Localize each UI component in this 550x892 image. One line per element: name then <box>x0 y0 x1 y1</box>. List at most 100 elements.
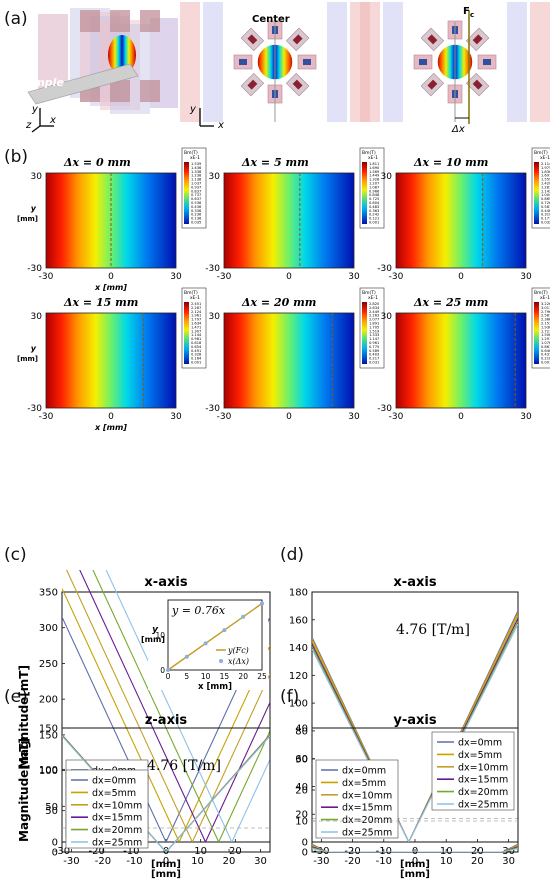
contour-map: Δx = 20 mm -30 0 30 30 -30 Bm(T)xE-12.8202.634… <box>205 287 385 422</box>
y-tick-label: 140 <box>289 643 308 654</box>
colorbar-value: 0.164 <box>191 357 202 361</box>
y-tick-label: 100 <box>39 766 58 777</box>
colorbar-value: 2.451 <box>191 302 201 306</box>
legend-entry: dx=15mm <box>92 813 142 824</box>
inset-xtick: 0 <box>166 672 171 681</box>
side-plate <box>383 2 403 122</box>
colorbar-value: 0.236 <box>191 213 202 217</box>
colorbar-value: 0.775 <box>369 345 379 349</box>
series-line <box>62 588 270 842</box>
map-xtick: -30 <box>39 412 54 422</box>
magnet-pole <box>292 79 303 90</box>
colorbar-exp: xE-1 <box>368 295 378 301</box>
colorbar-value: 0.637 <box>191 197 201 201</box>
axis-y-label: y <box>31 104 39 115</box>
colorbar-value: 1.559 <box>541 178 550 182</box>
dx-label: Δx <box>451 124 465 135</box>
map-xtick: 30 <box>520 272 532 282</box>
map-xtick: 30 <box>520 412 532 422</box>
legend-box <box>431 731 515 811</box>
map-ytick: 30 <box>209 312 221 322</box>
colorbar-value: 1.975 <box>541 166 550 170</box>
x-axis-label: [mm] <box>400 869 430 880</box>
colorbar-value: 1.004 <box>541 193 550 197</box>
contour-map: Δx = 25 mm -30 0 30 30 -30 Bm(T)xE-13.2263.011… <box>377 287 550 422</box>
colorbar-value: 0.966 <box>369 189 380 193</box>
colorbar-value: 1.147 <box>369 337 379 341</box>
fc-sub: c <box>470 11 474 19</box>
map-ytick: 30 <box>209 172 221 182</box>
inset-ylabel-unit: [mm] <box>141 635 165 644</box>
map-ylabel-unit: [mm] <box>17 215 38 223</box>
map-ytick: -30 <box>205 404 220 414</box>
map-ytick: 30 <box>31 312 43 322</box>
magnet-pole <box>239 59 247 65</box>
y-tick-label: 0 <box>302 838 308 849</box>
map-xtick: 30 <box>348 272 360 282</box>
colorbar-value: 0.861 <box>541 345 550 349</box>
magnet-3d <box>110 10 130 32</box>
y-tick-label: 100 <box>39 765 58 776</box>
series-line <box>312 618 518 842</box>
colorbar-value: 1.037 <box>191 182 201 186</box>
colorbar-value: 2.114 <box>541 162 550 166</box>
colorbar-title: Bm(T) <box>184 290 198 296</box>
colorbar-value: 0.483 <box>369 205 379 209</box>
slope-annotation: 4.76 [T/m] <box>147 758 221 774</box>
panel-charts: (c) (d)(e) (f)x-axis050100150200250300350-… <box>4 545 519 880</box>
series-line <box>92 570 270 842</box>
fc-label: F <box>463 6 470 17</box>
inset-legend-entry: y(Fc) <box>227 646 249 655</box>
side-plate <box>507 2 527 122</box>
y-tick-label: 300 <box>39 623 58 634</box>
sample-label: Sample <box>18 76 64 89</box>
plate-3d <box>38 14 68 94</box>
colorbar-title: Bm(T) <box>362 290 376 296</box>
colorbar-value: 0.217 <box>369 357 379 361</box>
chart-title: z-axis <box>145 713 188 728</box>
legend-entry: dx=10mm <box>458 762 508 773</box>
axis-z-arrow <box>31 125 41 133</box>
x-tick-label: 0 <box>412 856 418 867</box>
legend-entry: dx=15mm <box>342 803 392 814</box>
colorbar-value: 0.981 <box>191 337 201 341</box>
colorbar-value: 1.471 <box>191 325 201 329</box>
colorbar-exp: xE-1 <box>540 155 550 161</box>
colorbar-gradient <box>362 302 367 364</box>
legend-entry: dx=10mm <box>342 790 392 801</box>
colorbar-title: Bm(T) <box>184 150 198 156</box>
x-tick-label: 20 <box>471 856 484 867</box>
series-line <box>312 615 518 842</box>
inset-marker <box>241 614 246 619</box>
chart-e: z-axis 0 50 100 150 -30 -20 -10 0 10 20 30 [mm] Magni… <box>17 713 271 880</box>
x-tick-label: -20 <box>344 856 360 867</box>
slope-annotation: 4.76 [T/m] <box>396 622 470 638</box>
y-tick-label: 40 <box>295 782 308 793</box>
map-xtick: 30 <box>170 412 182 422</box>
chart-c: x-axis050100150200250300350-30-20-100102… <box>17 570 271 870</box>
map-ylabel: y <box>31 344 37 353</box>
x-axis-label: [mm] <box>400 859 430 870</box>
colorbar-value: 0.363 <box>369 209 379 213</box>
x-tick-label: -20 <box>95 856 111 867</box>
colorbar-value: 0.961 <box>369 341 379 345</box>
inset-marker <box>166 668 170 672</box>
x-tick-label: -30 <box>313 856 329 867</box>
view-3d: Sample yx z <box>18 8 178 133</box>
y-axis-label: Magnitude[mT] <box>17 665 31 769</box>
y-tick-label: 180 <box>289 588 308 599</box>
magnet-3d <box>140 10 160 32</box>
colorbar-value: 1.076 <box>541 341 550 345</box>
colorbar-value: 2.124 <box>191 310 202 314</box>
map-ytick: -30 <box>205 264 220 274</box>
map-ylabel-unit: [mm] <box>17 355 38 363</box>
y-tick-label: 80 <box>295 726 308 737</box>
map-xtick: 0 <box>286 272 292 282</box>
colorbar-value: 2.077 <box>369 318 379 322</box>
map-ytick: 30 <box>381 172 393 182</box>
colorbar-value: 1.836 <box>541 170 550 174</box>
